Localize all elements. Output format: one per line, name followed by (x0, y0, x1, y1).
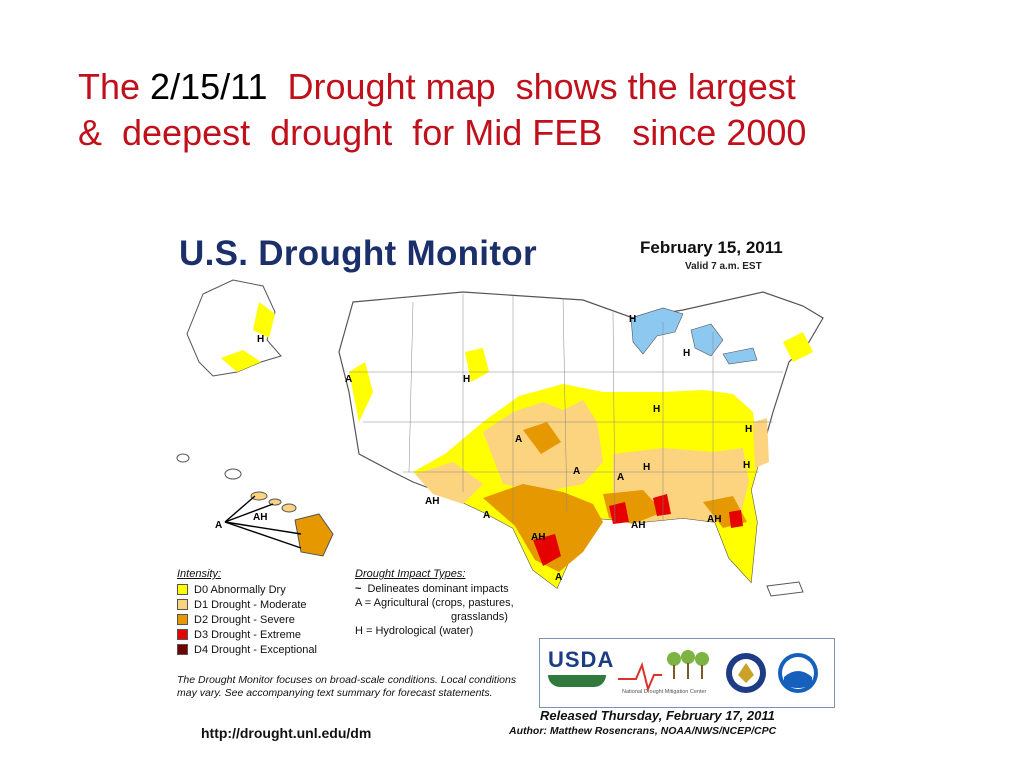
intensity-heading: Intensity: (177, 568, 222, 580)
ndmc-logo: National Drought Mitigation Center (618, 650, 709, 695)
impact-label-h-2: H (463, 374, 470, 385)
legend-label-d3: D3 Drought - Extreme (194, 628, 301, 641)
impact-label-h-7: H (745, 424, 752, 435)
great-lakes (630, 307, 758, 365)
tilde-icon: ~ (355, 583, 362, 595)
impact-label-a-7: A (215, 520, 222, 531)
legend-item-d0: D0 Abnormally Dry (177, 582, 317, 597)
source-url: http://drought.unl.edu/dm (201, 725, 372, 741)
impact-label-h-3: H (629, 314, 636, 325)
impact-label-h-8: H (643, 462, 650, 473)
impact-label-a-3: A (573, 466, 580, 477)
alaska-d0-region (253, 302, 275, 338)
map-author: Author: Matthew Rosencrans, NOAA/NWS/NCE… (509, 725, 777, 737)
impact-legend: Drought Impact Types: ~ Delineates domina… (355, 568, 545, 638)
title-date: 2/15/11 (150, 66, 268, 107)
usda-logo: USDA (548, 647, 615, 697)
impact-label-ah-3: AH (631, 520, 645, 531)
legend-item-d4: D4 Drought - Exceptional (177, 642, 317, 657)
impact-label-a-1: A (345, 374, 352, 385)
legend-swatch-d3 (177, 629, 188, 640)
title-text-2: Drought map shows the largest & deepest … (78, 66, 807, 153)
alaska-d0-region-2 (221, 350, 261, 372)
map-note: The Drought Monitor focuses on broad-sca… (177, 674, 517, 699)
legend-label-d1: D1 Drought - Moderate (194, 598, 307, 611)
d0-region-ne (783, 332, 813, 362)
legend-swatch-d0 (177, 584, 188, 595)
impact-label-h-6: H (743, 460, 750, 471)
d3-region-alabama (653, 494, 671, 516)
legend-swatch-d2 (177, 614, 188, 625)
impact-label-a-6: A (555, 572, 562, 583)
d0-region-west (349, 362, 373, 422)
impact-agricultural: A = Agricultural (crops, pastures, (355, 597, 514, 609)
d0-region-idaho (465, 348, 489, 382)
map-valid-time: Valid 7 a.m. EST (685, 261, 762, 272)
slide-title: The 2/15/11 Drought map shows the larges… (78, 64, 1008, 156)
impact-agricultural-cont: grasslands) (451, 611, 508, 623)
impact-delineates-label: Delineates dominant impacts (367, 583, 509, 595)
ndmc-logo-text: National Drought Mitigation Center (622, 689, 707, 695)
impact-heading: Drought Impact Types: (355, 568, 466, 580)
map-date: February 15, 2011 (640, 238, 783, 257)
impact-hydrological: H = Hydrological (water) (355, 625, 474, 637)
state-borders (349, 294, 783, 523)
impact-label-a-5: A (483, 510, 490, 521)
intensity-legend: Intensity: D0 Abnormally Dry D1 Drought … (177, 568, 317, 657)
legend-item-d2: D2 Drought - Severe (177, 612, 317, 627)
legend-swatch-d4 (177, 644, 188, 655)
legend-label-d2: D2 Drought - Severe (194, 613, 295, 626)
d2-region-kansas (523, 422, 561, 454)
legend-item-d1: D1 Drought - Moderate (177, 597, 317, 612)
impact-label-ah-2: AH (531, 532, 545, 543)
impact-label-h-1: H (257, 334, 264, 345)
d3-region-georgia (729, 510, 743, 528)
d1-region-southwest (415, 462, 483, 504)
legend-swatch-d1 (177, 599, 188, 610)
impact-label-h-4: H (683, 348, 690, 359)
legend-item-d3: D3 Drought - Extreme (177, 627, 317, 642)
impact-label-ah-4: AH (707, 514, 721, 525)
noaa-logo-icon (778, 653, 818, 693)
d3-region-louisiana (609, 502, 629, 524)
commerce-seal-icon (726, 653, 766, 693)
alaska-shape (186, 279, 282, 377)
title-text-1: The (78, 66, 151, 107)
impact-label-ah-5: AH (253, 512, 267, 523)
drought-monitor-map: A H H H H H H H A A A A A H AH AH AH A H … (163, 222, 843, 748)
impact-delineates: ~ Delineates dominant impacts (355, 582, 545, 596)
impact-label-a-2: A (515, 434, 522, 445)
legend-label-d4: D4 Drought - Exceptional (194, 643, 317, 656)
impact-label-h-5: H (653, 404, 660, 415)
agency-logos: USDA National Drought Mitigation Center (539, 638, 835, 708)
impact-label-a-4: A (617, 472, 624, 483)
puerto-rico-shape (766, 581, 804, 597)
release-date: Released Thursday, February 17, 2011 (540, 708, 775, 723)
usda-logo-bar (548, 675, 606, 687)
map-heading: U.S. Drought Monitor (179, 234, 537, 273)
d1-region-east (753, 418, 769, 468)
impact-label-ah-1: AH (425, 496, 439, 507)
map-graphic: A H H H H H H H A A A A A H AH AH AH AH … (176, 279, 824, 597)
d3-region-texas (533, 534, 561, 566)
legend-label-d0: D0 Abnormally Dry (194, 583, 286, 596)
usda-logo-text: USDA (548, 647, 615, 672)
hawaii-islands (176, 453, 334, 557)
